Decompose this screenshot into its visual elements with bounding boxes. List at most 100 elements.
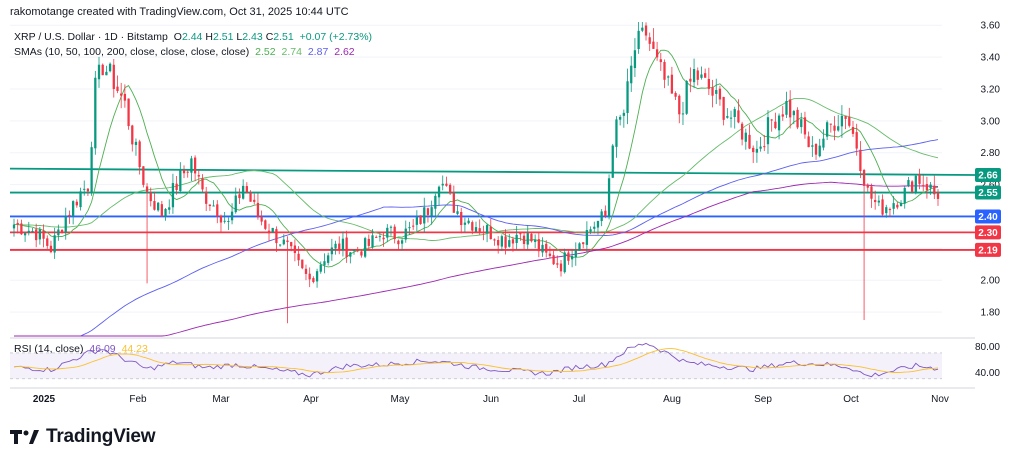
candle-body: [670, 74, 674, 94]
candle: [508, 233, 511, 248]
candle: [83, 180, 86, 196]
symbol-title: XRP / U.S. Dollar · 1D · Bitstamp: [14, 31, 168, 43]
time-tick-label: Sep: [754, 394, 772, 405]
sma-lines: [14, 49, 939, 337]
candle: [530, 232, 533, 243]
candle-body: [116, 86, 119, 92]
candle-body: [537, 239, 540, 252]
candle: [108, 62, 112, 73]
candle: [12, 218, 16, 237]
candle: [160, 200, 163, 218]
level-tag-bg: [975, 209, 1001, 224]
candle: [552, 250, 555, 266]
candle-body: [611, 145, 614, 178]
candle: [478, 219, 481, 235]
candle-body: [851, 127, 855, 134]
level-tag-label: 2.30: [978, 228, 998, 239]
candle-body: [234, 195, 237, 213]
candle: [515, 225, 518, 250]
candle-body: [478, 228, 481, 232]
candle: [696, 67, 699, 86]
candle: [230, 203, 234, 225]
candle-body: [142, 166, 145, 185]
candle: [264, 219, 267, 231]
candle-body: [511, 239, 515, 244]
candle-body: [689, 78, 692, 82]
candle-body: [164, 209, 167, 217]
candle: [726, 108, 729, 119]
candle-body: [519, 233, 522, 235]
candle: [123, 84, 127, 108]
candle-body: [400, 240, 404, 244]
candle-body: [781, 114, 784, 117]
candle-body: [678, 95, 681, 115]
candle: [201, 174, 204, 193]
candle-body: [253, 199, 256, 202]
candle: [733, 106, 736, 129]
candle-body: [593, 226, 596, 229]
candle: [781, 105, 784, 121]
rsi-value: 46.09: [89, 343, 116, 355]
candle-body: [367, 238, 370, 246]
candle: [907, 177, 910, 188]
candle-body: [796, 109, 799, 128]
level-tag-2.30: 2.30: [975, 225, 1001, 240]
candle: [796, 107, 799, 130]
candle: [862, 168, 866, 321]
candle-body: [722, 96, 725, 120]
candle: [38, 226, 42, 245]
candle: [859, 141, 862, 179]
candle-body: [729, 117, 733, 119]
tradingview-logo[interactable]: TradingView: [10, 426, 156, 448]
candle: [153, 191, 156, 211]
candle-body: [138, 141, 141, 168]
candle-body: [157, 202, 160, 211]
candle-body: [578, 243, 581, 251]
candle: [711, 79, 714, 108]
candle-body: [256, 202, 260, 218]
candle-body: [925, 184, 929, 191]
candle-body: [260, 216, 263, 222]
level-tag-bg: [975, 168, 1001, 183]
candle-body: [659, 59, 662, 63]
candle-body: [352, 250, 356, 252]
candle-body: [71, 201, 75, 216]
candle: [637, 22, 640, 54]
ohlc-key-h: H: [205, 31, 213, 43]
candle: [271, 227, 274, 233]
candle-body: [740, 123, 744, 140]
candle: [393, 224, 396, 244]
candle: [537, 232, 540, 258]
candle-body: [888, 209, 892, 211]
candle-body: [552, 255, 555, 265]
time-tick-label: Apr: [303, 394, 319, 405]
candle-body: [696, 70, 699, 80]
candle: [223, 211, 226, 224]
time-tick-label: May: [391, 394, 410, 405]
candle: [822, 129, 825, 151]
price-axis: 1.802.002.202.402.602.803.003.203.403.60…: [975, 21, 1000, 379]
candle: [193, 155, 197, 182]
rsi-band-fill: [10, 352, 942, 379]
candle: [737, 99, 740, 124]
price-change: +0.07 (+2.73%): [299, 31, 373, 43]
candle-body: [829, 123, 832, 125]
candle: [290, 241, 293, 252]
candle: [334, 240, 337, 255]
candle: [881, 194, 884, 216]
sma10-value: 2.52: [255, 46, 276, 58]
candle-body: [327, 255, 330, 263]
candle-body: [607, 178, 611, 217]
candle: [164, 208, 167, 221]
candle-body: [275, 229, 278, 244]
candle-body: [807, 136, 810, 148]
sma-legend: SMAs (10, 50, 100, 200, close, close, cl…: [14, 46, 355, 58]
sma200-line: [14, 181, 939, 337]
candle-body: [774, 121, 777, 129]
candle-body: [936, 192, 940, 199]
candle-body: [437, 186, 441, 198]
candle: [574, 242, 577, 266]
candle-body: [493, 239, 496, 241]
candle-body: [766, 117, 770, 145]
